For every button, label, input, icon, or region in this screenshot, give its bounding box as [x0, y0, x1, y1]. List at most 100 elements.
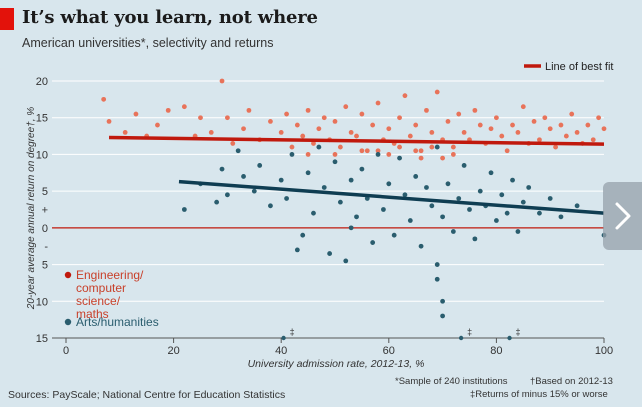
engineering-point: [461, 130, 467, 135]
off-scale-point: [281, 335, 286, 341]
arts-point: [225, 192, 230, 198]
engineering-point: [429, 144, 435, 150]
arts-point: [494, 218, 499, 223]
arts-point: [526, 185, 532, 190]
engineering-point: [305, 152, 311, 157]
arts-point: [467, 207, 472, 212]
engineering-point: [284, 111, 289, 117]
x-tick-label: 80: [490, 345, 502, 357]
engineering-point: [386, 126, 392, 132]
engineering-point: [397, 115, 402, 121]
engineering-point: [413, 148, 419, 154]
best-fit-line: [178, 179, 605, 215]
arts-point: [294, 247, 300, 253]
arts-point: [278, 177, 284, 183]
next-button[interactable]: [603, 182, 642, 250]
arts-point: [488, 170, 494, 176]
footnote-returns: ‡Returns of minus 15% or worse: [470, 389, 608, 400]
engineering-point: [553, 144, 558, 150]
engineering-point: [590, 137, 596, 143]
best-fit-line: [109, 135, 605, 146]
engineering-point: [155, 122, 160, 128]
arts-point: [440, 313, 445, 319]
arts-point: [461, 163, 467, 168]
arts-point: [537, 210, 542, 216]
arts-point: [402, 192, 408, 198]
arts-point: [574, 203, 580, 209]
engineering-point: [230, 141, 236, 146]
arts-point: [499, 192, 505, 198]
engineering-point: [456, 111, 462, 117]
engineering-point: [429, 130, 435, 135]
engineering-point: [596, 115, 602, 121]
y-tick-label: 15: [36, 333, 48, 345]
arts-point: [332, 159, 338, 165]
engineering-point: [311, 141, 316, 146]
engineering-point: [569, 111, 575, 117]
y-tick-label: 15: [36, 113, 48, 125]
legend-engineering-line: computer: [76, 281, 126, 295]
off-scale-point: [458, 335, 464, 341]
engineering-point: [450, 152, 456, 157]
brand-tag: [0, 8, 14, 30]
y-tick-label: 5: [42, 260, 48, 272]
arts-point: [311, 210, 316, 216]
engineering-point: [585, 122, 591, 128]
engineering-point: [402, 93, 408, 99]
arts-point: [289, 152, 295, 157]
arts-point: [429, 203, 435, 209]
arts-point: [284, 196, 289, 201]
engineering-point: [294, 122, 300, 128]
engineering-point: [440, 155, 445, 161]
chevron-right-icon: [615, 202, 630, 230]
engineering-point: [225, 115, 230, 121]
engineering-point: [181, 104, 187, 110]
arts-point: [219, 166, 225, 172]
engineering-point: [370, 122, 376, 128]
arts-point: [305, 170, 311, 176]
arts-point: [472, 236, 478, 242]
x-tick-label: 100: [595, 345, 613, 357]
arts-point: [359, 166, 365, 172]
engineering-point: [510, 122, 515, 128]
engineering-point: [515, 130, 521, 135]
arts-point: [327, 251, 333, 256]
engineering-point: [375, 148, 381, 154]
arts-point: [434, 262, 440, 267]
arts-point: [348, 225, 354, 231]
footnote-sample: *Sample of 240 institutions: [395, 376, 508, 387]
arts-point: [558, 214, 564, 220]
engineering-point: [106, 118, 112, 124]
engineering-point: [354, 133, 359, 139]
arts-point: [337, 199, 343, 205]
arts-point: [343, 258, 349, 264]
off-scale-markers: ‡ ‡ ‡: [281, 327, 521, 341]
x-tick-label: 20: [167, 345, 179, 357]
arts-point: [440, 214, 445, 220]
engineering-point: [268, 118, 273, 124]
engineering-point: [413, 122, 419, 128]
chart-subtitle: American universities*, selectivity and …: [22, 36, 274, 50]
engineering-point: [337, 144, 343, 150]
legend-engineering-label: Engineering/computer science/maths: [76, 268, 144, 321]
arts-point: [456, 196, 462, 201]
arts-point: [268, 203, 273, 209]
engineering-point: [278, 130, 284, 135]
legend-engineering-line: Engineering/: [76, 268, 144, 282]
arts-point: [515, 229, 521, 234]
engineering-point: [574, 130, 580, 135]
y-tick-label: 10: [36, 296, 48, 308]
y-tick-label: 10: [36, 149, 48, 161]
arts-point: [381, 207, 386, 212]
arts-point: [547, 196, 553, 201]
engineering-point: [450, 144, 456, 150]
engineering-point: [386, 152, 392, 157]
arts-point: [424, 185, 429, 190]
engineering-point: [418, 155, 424, 161]
arts-point: [370, 240, 376, 245]
arts-points: [181, 144, 607, 319]
engineering-point: [601, 126, 607, 132]
legend-arts-label: Arts/humanities: [76, 315, 159, 329]
engineering-point: [531, 118, 537, 124]
arts-point: [257, 163, 263, 168]
